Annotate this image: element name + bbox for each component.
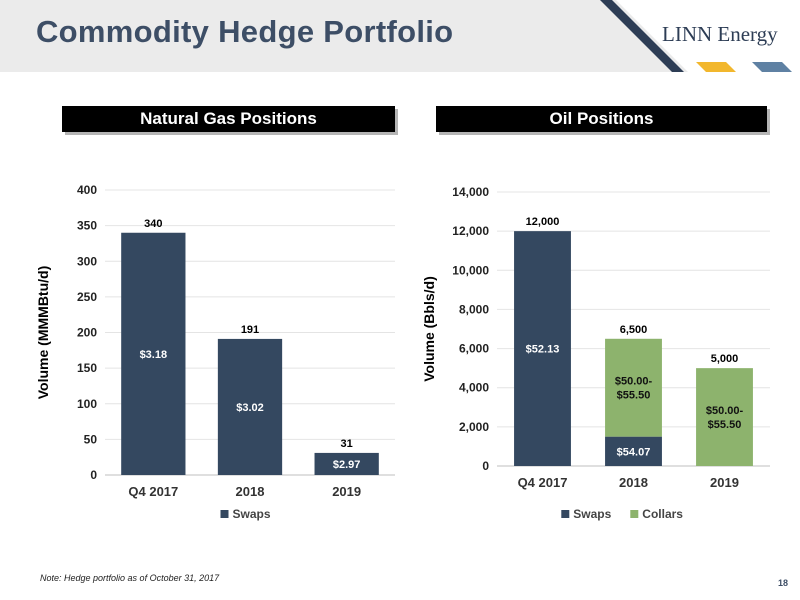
logo-stripe-light [616, 0, 800, 72]
bar-swaps [217, 338, 283, 475]
x-tick-label: 2018 [619, 475, 648, 490]
page-title: Commodity Hedge Portfolio [36, 14, 454, 49]
legend-label: Collars [642, 507, 683, 521]
legend-swatch [220, 510, 229, 518]
footnote: Note: Hedge portfolio as of October 31, … [40, 573, 220, 583]
y-tick-label: 14,000 [452, 185, 489, 199]
y-axis-title: Volume (Bbls/d) [421, 276, 437, 382]
y-tick-label: 4,000 [459, 381, 489, 395]
x-tick-label: Q4 2017 [518, 475, 568, 490]
data-label: 340 [144, 218, 162, 230]
data-label: 5,000 [711, 353, 739, 365]
y-tick-label: 6,000 [459, 342, 489, 356]
legend-label: Swaps [573, 507, 611, 521]
logo-stripe-dark [600, 0, 684, 72]
price-label: $2.97 [333, 459, 361, 471]
y-tick-label: 150 [77, 361, 97, 375]
logo-stripes [600, 0, 800, 72]
bar-swaps [514, 231, 571, 466]
x-tick-label: 2018 [236, 484, 265, 499]
y-axis-title: Volume (MMMBtu/d) [35, 266, 51, 400]
price-label: $50.00-$55.50 [706, 405, 744, 431]
bar-collars [696, 368, 753, 466]
price-label: $54.07 [617, 446, 651, 458]
price-label: $3.18 [140, 349, 168, 361]
y-tick-label: 350 [77, 219, 97, 233]
price-label: $52.13 [526, 344, 560, 356]
y-tick-label: 200 [77, 326, 97, 340]
gas-section-header: Natural Gas Positions [62, 106, 395, 132]
logo-stripe-gold [696, 62, 736, 72]
y-tick-label: 400 [77, 183, 97, 197]
company-logo: LINN Energy [662, 22, 778, 46]
y-tick-label: 12,000 [452, 224, 489, 238]
bar-swaps [121, 232, 186, 475]
price-label: $50.00-$55.50 [615, 376, 653, 402]
logo-stripe-blue [752, 62, 792, 72]
y-tick-label: 10,000 [452, 263, 489, 277]
y-tick-label: 300 [77, 254, 97, 268]
page-number: 18 [778, 578, 789, 588]
x-tick-label: 2019 [332, 484, 361, 499]
data-label: 12,000 [526, 216, 560, 228]
data-label: 31 [341, 438, 353, 450]
oil-section-header: Oil Positions [436, 106, 767, 132]
legend-label: Swaps [233, 507, 271, 521]
y-tick-label: 0 [482, 459, 489, 473]
data-label: 6,500 [620, 324, 648, 336]
y-tick-label: 0 [90, 468, 97, 482]
price-label: $3.02 [236, 402, 264, 414]
data-label: 191 [241, 324, 259, 336]
x-tick-label: 2019 [710, 475, 739, 490]
y-tick-label: 50 [84, 432, 98, 446]
bar-collars [605, 338, 662, 437]
bar-swaps [605, 436, 662, 466]
y-tick-label: 250 [77, 290, 97, 304]
y-tick-label: 100 [77, 397, 97, 411]
y-tick-label: 8,000 [459, 302, 489, 316]
y-tick-label: 2,000 [459, 420, 489, 434]
legend-swatch [561, 510, 570, 518]
legend-swatch [630, 510, 639, 518]
x-tick-label: Q4 2017 [128, 484, 178, 499]
bar-swaps [314, 452, 379, 475]
